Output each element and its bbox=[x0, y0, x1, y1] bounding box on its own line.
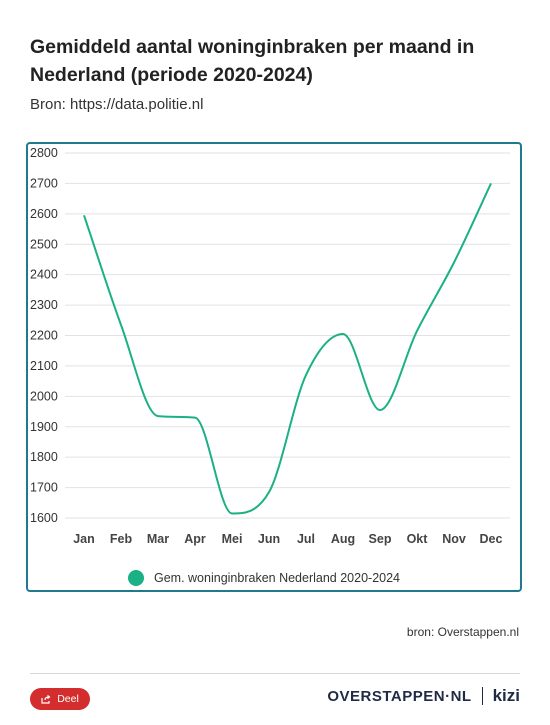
y-tick-label: 1800 bbox=[30, 450, 58, 464]
y-tick-label: 2100 bbox=[30, 359, 58, 373]
series-line bbox=[83, 182, 492, 515]
y-tick-label: 2500 bbox=[30, 237, 58, 251]
x-tick-label: Nov bbox=[442, 532, 466, 546]
y-tick-label: 2400 bbox=[30, 268, 58, 282]
legend-marker bbox=[128, 570, 144, 586]
x-tick-label: Okt bbox=[407, 532, 429, 546]
page-title: Gemiddeld aantal woninginbraken per maan… bbox=[30, 36, 475, 86]
x-tick-label: Sep bbox=[369, 532, 392, 546]
kizi-logo: kizi bbox=[492, 686, 520, 705]
x-tick-label: Apr bbox=[184, 532, 206, 546]
y-tick-label: 1900 bbox=[30, 420, 58, 434]
footer-divider bbox=[30, 673, 520, 674]
brand-logos[interactable]: OVERSTAPPEN·NL kizi bbox=[327, 686, 520, 706]
y-tick-label: 2800 bbox=[30, 146, 58, 160]
share-button[interactable]: Deel bbox=[30, 688, 90, 710]
y-tick-label: 1600 bbox=[30, 511, 58, 525]
source-note: Bron: https://data.politie.nl bbox=[30, 96, 204, 113]
share-label: Deel bbox=[57, 693, 79, 705]
y-tick-label: 2600 bbox=[30, 207, 58, 221]
x-tick-label: Dec bbox=[480, 532, 503, 546]
x-tick-label: Jul bbox=[297, 532, 315, 546]
x-tick-label: Jan bbox=[73, 532, 95, 546]
y-tick-label: 2200 bbox=[30, 329, 58, 343]
legend-label: Gem. woninginbraken Nederland 2020-2024 bbox=[154, 571, 400, 585]
share-icon bbox=[41, 694, 51, 704]
y-tick-label: 1700 bbox=[30, 481, 58, 495]
x-tick-label: Jun bbox=[258, 532, 280, 546]
y-tick-label: 2000 bbox=[30, 389, 58, 403]
x-tick-label: Mar bbox=[147, 532, 169, 546]
chart-frame bbox=[26, 142, 522, 592]
x-tick-label: Feb bbox=[110, 532, 133, 546]
brand-divider bbox=[481, 687, 483, 705]
y-tick-label: 2300 bbox=[30, 298, 58, 312]
y-tick-label: 2700 bbox=[30, 176, 58, 190]
x-tick-label: Mei bbox=[222, 532, 243, 546]
legend[interactable]: Gem. woninginbraken Nederland 2020-2024 bbox=[128, 570, 400, 586]
overstappen-logo: OVERSTAPPEN·NL bbox=[327, 687, 472, 705]
footer-source: bron: Overstappen.nl bbox=[406, 625, 519, 639]
x-tick-label: Aug bbox=[331, 532, 355, 546]
